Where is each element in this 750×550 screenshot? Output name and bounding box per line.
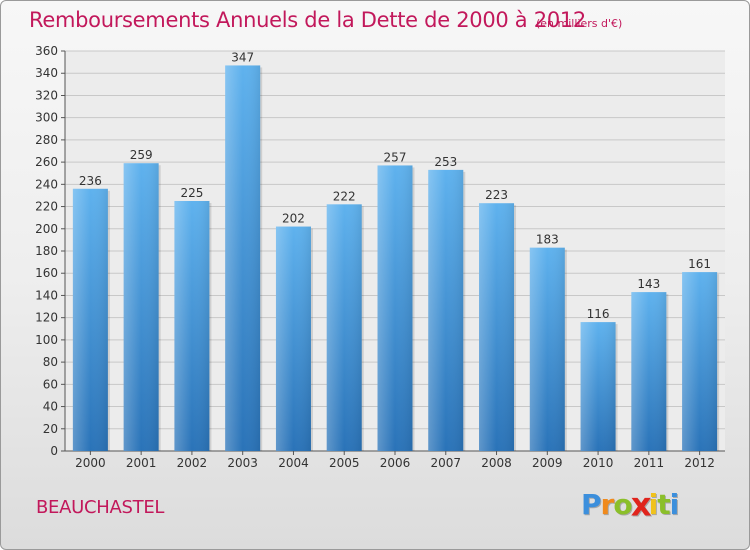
logo-letter: i <box>648 488 659 521</box>
bar-shine <box>326 204 362 451</box>
y-tick-label: 260 <box>35 155 58 169</box>
proxiti-logo[interactable]: Proxiti <box>581 485 680 524</box>
x-tick-label: 2011 <box>634 456 665 470</box>
y-tick-label: 0 <box>50 444 58 458</box>
y-tick-label: 40 <box>43 400 58 414</box>
bar-value-label: 236 <box>79 174 102 188</box>
bar-value-label: 253 <box>434 155 457 169</box>
chart-subtitle: (en milliers d'€) <box>536 17 623 30</box>
y-tick-label: 20 <box>43 422 58 436</box>
y-tick-label: 360 <box>35 44 58 58</box>
bar-shine <box>275 226 311 451</box>
bar-shine <box>682 272 718 451</box>
bar-shine <box>580 322 616 451</box>
y-tick-label: 320 <box>35 88 58 102</box>
bar-value-label: 257 <box>384 150 407 164</box>
bar-shine <box>123 163 159 451</box>
x-tick-label: 2005 <box>329 456 360 470</box>
bar-value-label: 116 <box>587 307 610 321</box>
y-tick-label: 80 <box>43 355 58 369</box>
bar-value-label: 161 <box>688 257 711 271</box>
y-tick-label: 60 <box>43 377 58 391</box>
x-tick-label: 2001 <box>126 456 157 470</box>
y-tick-label: 220 <box>35 200 58 214</box>
y-tick-label: 240 <box>35 177 58 191</box>
bar-shine <box>377 165 413 451</box>
bar-shine <box>529 247 565 451</box>
bar-value-label: 183 <box>536 233 559 247</box>
x-tick-label: 2000 <box>75 456 106 470</box>
bar-shine <box>72 188 108 451</box>
logo-letter: i <box>669 488 680 521</box>
x-tick-label: 2012 <box>684 456 715 470</box>
y-tick-label: 100 <box>35 333 58 347</box>
logo-letter: t <box>657 488 670 521</box>
bar-shine <box>479 203 515 451</box>
y-tick-label: 340 <box>35 66 58 80</box>
bar-value-label: 202 <box>282 212 305 226</box>
y-tick-label: 300 <box>35 111 58 125</box>
bar-value-label: 222 <box>333 189 356 203</box>
y-tick-label: 180 <box>35 244 58 258</box>
bar-shine <box>225 65 261 451</box>
x-tick-label: 2006 <box>380 456 411 470</box>
y-tick-label: 280 <box>35 133 58 147</box>
bar-value-label: 143 <box>637 277 660 291</box>
y-tick-label: 120 <box>35 311 58 325</box>
x-tick-label: 2010 <box>583 456 614 470</box>
logo-letter: x <box>630 485 651 524</box>
x-tick-label: 2008 <box>481 456 512 470</box>
x-tick-label: 2004 <box>278 456 309 470</box>
commune-name: BEAUCHASTEL <box>36 497 165 518</box>
y-tick-label: 160 <box>35 266 58 280</box>
logo-letter: o <box>613 488 632 521</box>
chart-title: Remboursements Annuels de la Dette de 20… <box>29 8 586 32</box>
bar-shine <box>428 169 464 451</box>
logo-letter: P <box>581 488 602 521</box>
y-tick-label: 200 <box>35 222 58 236</box>
x-tick-label: 2009 <box>532 456 563 470</box>
logo-letter: r <box>600 488 615 521</box>
y-tick-label: 140 <box>35 288 58 302</box>
bar-shine <box>174 201 210 451</box>
x-tick-label: 2007 <box>430 456 461 470</box>
x-tick-label: 2003 <box>227 456 258 470</box>
bar-value-label: 347 <box>231 50 254 64</box>
bar-shine <box>631 292 667 451</box>
bar-value-label: 259 <box>130 148 153 162</box>
x-tick-label: 2002 <box>177 456 208 470</box>
bar-value-label: 223 <box>485 188 508 202</box>
bar-value-label: 225 <box>180 186 203 200</box>
